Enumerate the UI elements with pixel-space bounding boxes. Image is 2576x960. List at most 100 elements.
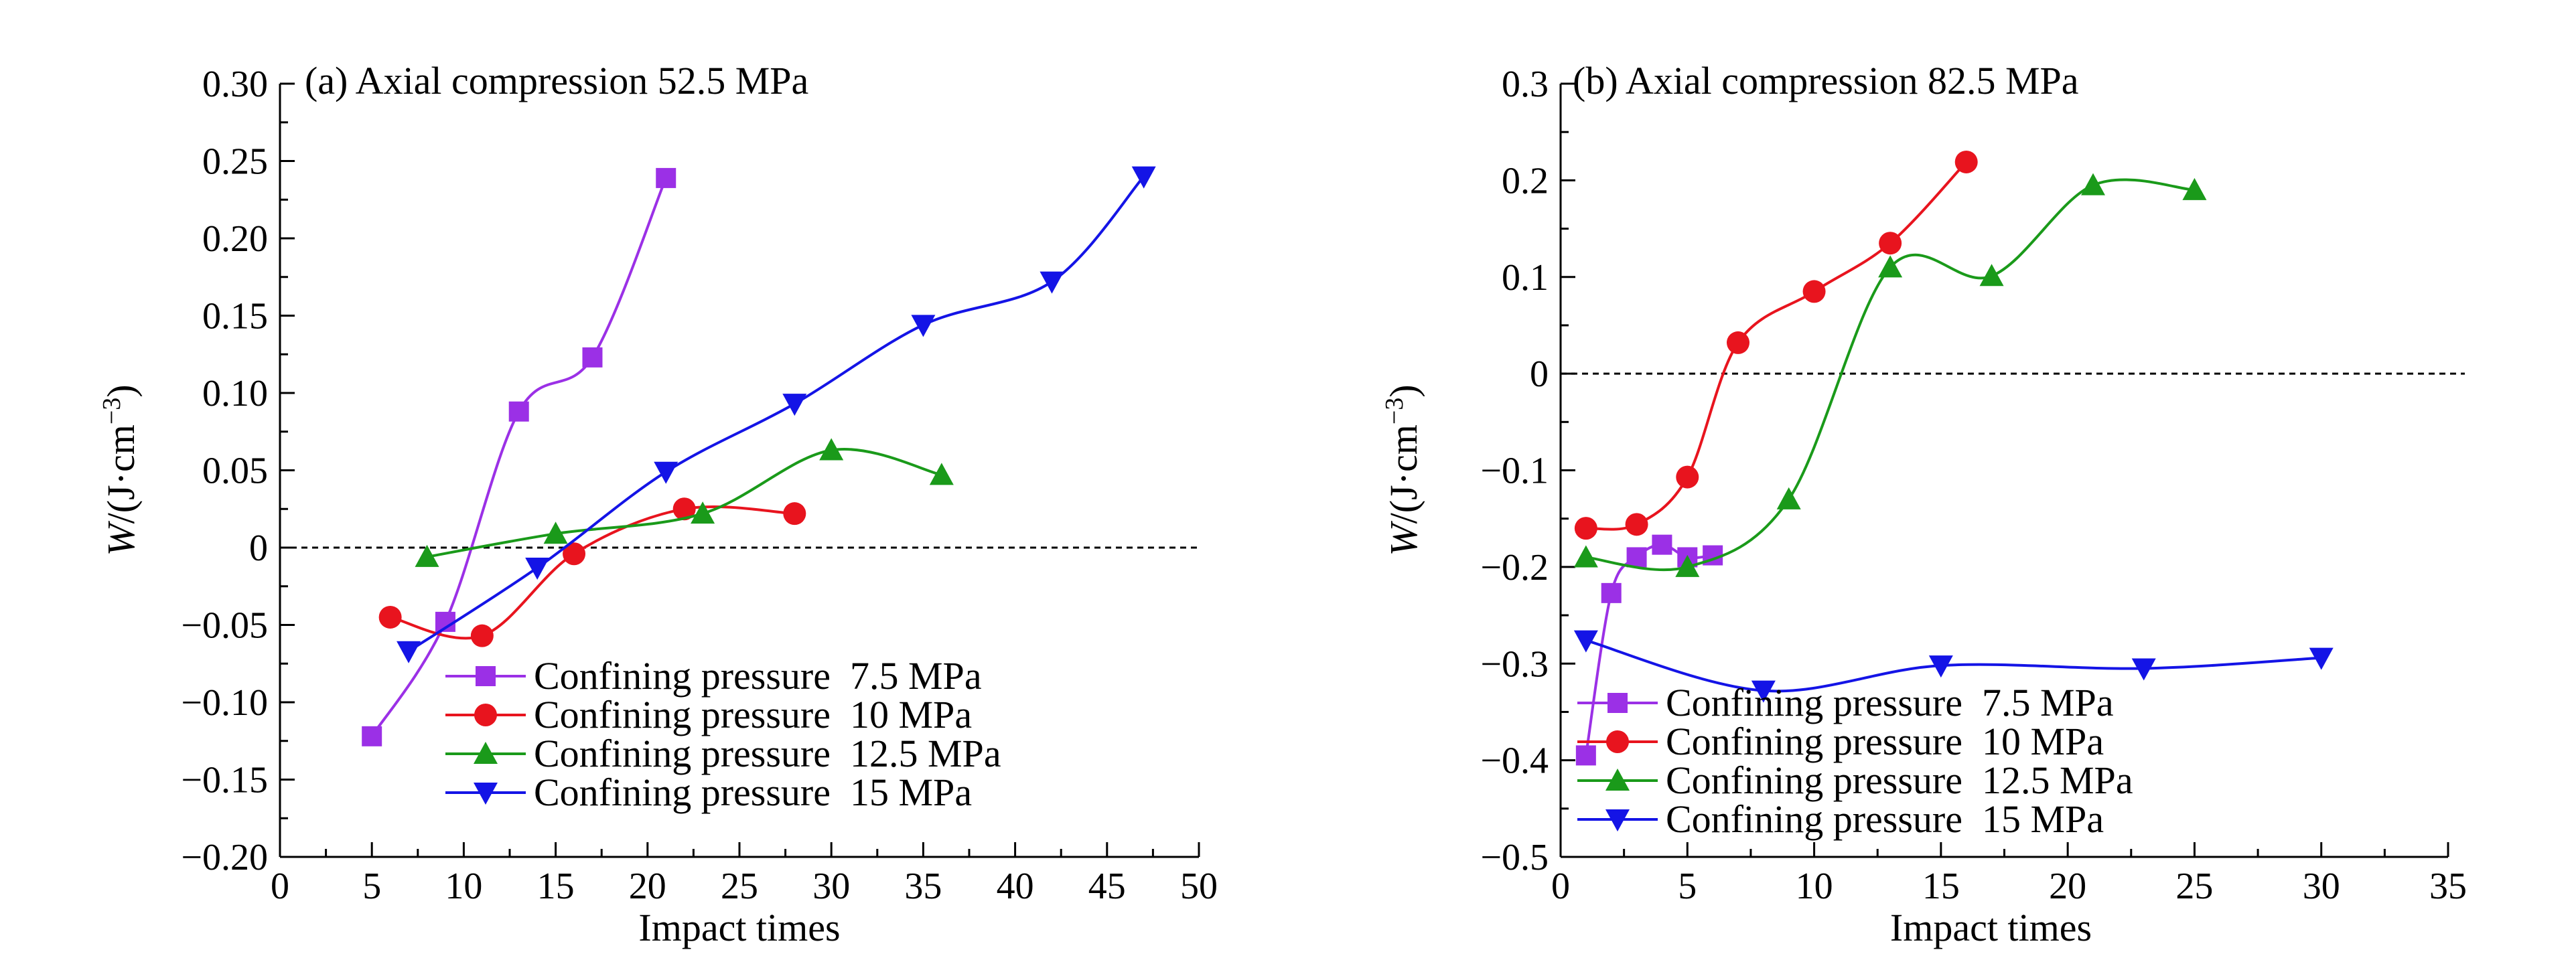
- panel-b-series-2: [1574, 150, 1978, 540]
- panel-a-square-point: [582, 347, 603, 368]
- panel-b-series-4: [1573, 630, 2334, 703]
- panel-a-legend-label: Confining pressure 10 MPa: [534, 693, 972, 736]
- panel-b-square-point: [1626, 547, 1647, 568]
- panel-a-legend-square-marker: [476, 666, 496, 686]
- panel-b-square-point: [1575, 745, 1596, 766]
- panel-b-legend-triangle-marker: [1605, 769, 1630, 791]
- panel-b-legend-circle-marker: [1606, 730, 1629, 753]
- panel-a-legend-item-3: Confining pressure 12.5 MPa: [445, 732, 1001, 775]
- panel-a-x-tick-label: 35: [904, 866, 942, 907]
- panel-a-legend-circle-marker: [474, 704, 497, 726]
- panel-a-triangle-point: [819, 438, 844, 461]
- panel-b-circle-point: [1727, 331, 1749, 354]
- panel-a-y-title-close: ): [99, 384, 143, 397]
- panel-a-series-1-line: [370, 177, 668, 737]
- panel-b-x-ticks: 0 5 10 15 20 25 30 35: [1551, 842, 2467, 907]
- panel-b-legend-label: Confining pressure 10 MPa: [1666, 720, 2104, 763]
- chart-panel-a: 0 5 10 15 20 25 30 35 40 45 50 −0.20 −0.15 −0.10 −0.0…: [98, 59, 1218, 949]
- panel-b-y-title-close: ): [1382, 384, 1425, 397]
- panel-a-y-title-exp: −3: [98, 398, 126, 424]
- panel-a-x-ticks: 0 5 10 15 20 25 30 35 40 45 50: [271, 842, 1218, 907]
- panel-a-y-title-var: W: [99, 521, 143, 556]
- panel-a-x-tick-label: 10: [445, 866, 482, 907]
- panel-a-legend-triangle-marker: [474, 742, 498, 764]
- panel-a-y-ticks: −0.20 −0.15 −0.10 −0.05 0 0.05 0.10 0.15 0.20 0.2…: [181, 64, 295, 878]
- panel-a-x-tick-label: 5: [362, 866, 381, 907]
- panel-b-y-tick-label: 0.1: [1502, 257, 1549, 299]
- panel-b-triangle-point: [2081, 173, 2105, 195]
- panel-b-x-tick-label: 5: [1678, 866, 1697, 907]
- panel-a-circle-point: [378, 605, 402, 629]
- panel-a-triangle-point: [1040, 271, 1064, 294]
- panel-b-circle-point: [1879, 232, 1902, 255]
- panel-a-y-tick-label: −0.05: [181, 605, 268, 647]
- panel-b-y-title-exp: −3: [1380, 398, 1409, 424]
- panel-b-legend-item-2: Confining pressure 10 MPa: [1577, 720, 2104, 763]
- panel-b-y-tick-label: −0.1: [1480, 451, 1549, 492]
- panel-b-triangle-point: [1573, 545, 1598, 568]
- panel-b-y-tick-label: 0: [1530, 353, 1549, 395]
- panel-b-title: (b) Axial compression 82.5 MPa: [1573, 59, 2079, 102]
- panel-a-triangle-point: [782, 394, 807, 416]
- panel-a-y-tick-label: 0: [249, 528, 268, 569]
- panel-b-triangle-point: [1675, 554, 1700, 577]
- panel-a-legend-label: Confining pressure 12.5 MPa: [534, 732, 1001, 775]
- panel-b-triangle-point: [1776, 487, 1801, 509]
- panel-a-y-tick-label: 0.10: [202, 373, 268, 414]
- panel-a-y-tick-label: 0.05: [202, 451, 268, 492]
- panel-a-title: (a) Axial compression 52.5 MPa: [305, 59, 808, 102]
- panel-b-y-tick-label: −0.3: [1480, 643, 1549, 685]
- panel-a-triangle-point: [415, 544, 439, 567]
- panel-a-series-3: [415, 438, 954, 567]
- panel-b-x-tick-label: 20: [2049, 866, 2086, 907]
- panel-a-legend-item-2: Confining pressure 10 MPa: [445, 693, 972, 736]
- panel-a-x-tick-label: 30: [812, 866, 850, 907]
- panel-b-x-tick-label: 0: [1551, 866, 1570, 907]
- chart-panel-b: 0 5 10 15 20 25 30 35 −0.5 −0.4 −0.3 −0.2 −0.1 0 0.1 0…: [1380, 59, 2467, 949]
- panel-a-x-tick-label: 25: [721, 866, 758, 907]
- panel-b-y-title-unit: /(J·cm: [1382, 424, 1425, 524]
- panel-b-x-tick-label: 25: [2175, 866, 2213, 907]
- panel-a-x-tick-label: 45: [1088, 866, 1126, 907]
- panel-a-x-tick-label: 0: [271, 866, 289, 907]
- panel-a-circle-point: [783, 502, 806, 526]
- panel-a-circle-point: [563, 542, 586, 566]
- panel-a-y-tick-label: 0.15: [202, 296, 268, 337]
- panel-b-y-ticks: −0.5 −0.4 −0.3 −0.2 −0.1 0 0.1 0.2 0.3: [1480, 64, 1575, 878]
- panel-a-series: [362, 166, 1156, 746]
- panel-b-triangle-point: [2182, 177, 2207, 200]
- panel-b-x-tick-label: 35: [2429, 866, 2467, 907]
- panel-b-legend-square-marker: [1607, 693, 1628, 713]
- panel-b-triangle-point: [1979, 264, 2004, 287]
- panel-b-y-tick-label: −0.2: [1480, 547, 1549, 588]
- panel-a-y-tick-label: 0.20: [202, 218, 268, 260]
- panel-a-legend-item-1: Confining pressure 7.5 MPa: [445, 654, 982, 698]
- panel-a-x-tick-label: 20: [629, 866, 666, 907]
- panel-b-triangle-point: [1928, 655, 1953, 678]
- panel-a-y-tick-label: −0.10: [181, 682, 268, 724]
- panel-b-x-axis-title: Impact times: [1890, 906, 2092, 949]
- panel-a-triangle-point: [691, 501, 715, 524]
- panel-b-square-point: [1601, 582, 1622, 603]
- panel-b-y-axis-title: W/(J·cm−3): [1380, 384, 1425, 556]
- panel-b-triangle-point: [2309, 647, 2334, 670]
- panel-b-legend-triangle-marker: [1605, 809, 1630, 831]
- panel-a-triangle-point: [929, 463, 954, 485]
- panel-b-triangle-point: [1573, 630, 1598, 653]
- panel-b-triangle-point: [1878, 255, 1903, 278]
- panel-a-legend-label: Confining pressure 15 MPa: [534, 771, 972, 814]
- panel-a-legend-item-4: Confining pressure 15 MPa: [445, 771, 972, 814]
- panel-a-x-tick-label: 40: [997, 866, 1034, 907]
- panel-a-circle-point: [672, 497, 696, 521]
- panel-b-triangle-point: [2131, 658, 2156, 681]
- panel-b-circle-point: [1802, 280, 1826, 303]
- panel-a-square-point: [656, 167, 676, 188]
- panel-b-legend-item-4: Confining pressure 15 MPa: [1577, 797, 2104, 841]
- panel-b-y-title-var: W: [1382, 521, 1425, 556]
- panel-b-y-tick-label: 0.3: [1502, 64, 1549, 105]
- panel-b-y-tick-label: −0.5: [1480, 837, 1549, 878]
